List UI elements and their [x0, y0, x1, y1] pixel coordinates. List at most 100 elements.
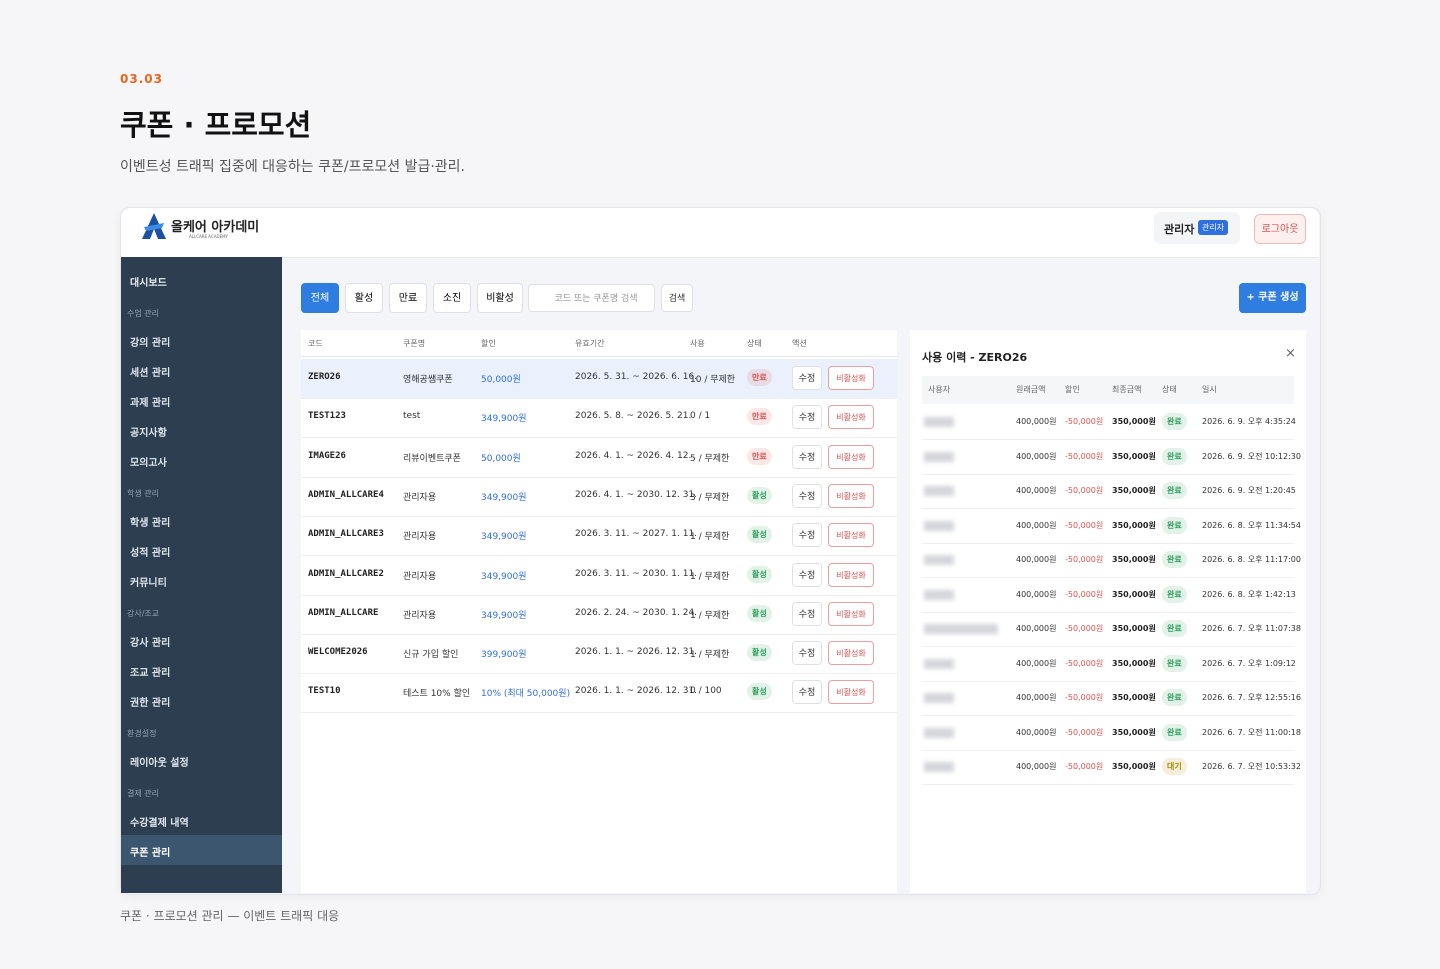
status-badge: 대기: [1162, 758, 1187, 775]
coupon-period: 2026. 4. 1. ~ 2026. 4. 12.: [575, 450, 692, 461]
blurred-user: [924, 624, 998, 634]
coupon-discount: 349,900원: [481, 571, 527, 582]
row-line: [301, 673, 897, 675]
sidebar-item[interactable]: 쿠폰 관리: [130, 848, 171, 859]
deactivate-button[interactable]: 비활성화: [828, 562, 874, 587]
edit-button[interactable]: 수정: [792, 601, 822, 626]
original-amount: 400,000원: [1016, 589, 1057, 599]
filter-button[interactable]: 전체: [301, 283, 339, 313]
discount-amount: -50,000원: [1065, 762, 1104, 771]
deactivate-button[interactable]: 비활성화: [828, 641, 874, 666]
sidebar-item[interactable]: 조교 관리: [130, 668, 171, 679]
column-header: 최종금액: [1112, 385, 1142, 394]
sidebar-item[interactable]: 수강결제 내역: [130, 818, 189, 829]
header-line: [301, 356, 897, 357]
filter-button[interactable]: 소진: [433, 283, 471, 313]
coupon-discount: 349,900원: [481, 610, 527, 621]
sidebar-item[interactable]: 강의 관리: [130, 338, 171, 349]
coupon-period: 2026. 5. 31. ~ 2026. 6. 16.: [575, 372, 698, 382]
used-at: 2026. 6. 9. 오후 4:35:24: [1202, 417, 1296, 426]
status-badge: 만료: [747, 447, 772, 465]
discount-amount: -50,000원: [1065, 658, 1104, 668]
edit-button[interactable]: 수정: [792, 483, 822, 508]
top-bar: [121, 208, 1319, 258]
used-at: 2026. 6. 8. 오후 11:17:00: [1202, 555, 1301, 564]
sidebar-item[interactable]: 대시보드: [130, 278, 167, 289]
sidebar-item[interactable]: 학생 관리: [130, 518, 171, 529]
coupon-usage: 1 / 무제한: [690, 650, 730, 661]
status-badge: 만료: [747, 408, 772, 426]
sidebar-item[interactable]: 과제 관리: [130, 398, 171, 409]
edit-button[interactable]: 수정: [792, 523, 822, 548]
create-button[interactable]: + 쿠폰 생성: [1239, 283, 1306, 313]
status-badge: 완료: [1162, 516, 1187, 534]
coupon-code: TEST123: [308, 411, 346, 422]
row-line: [922, 784, 1294, 785]
filter-button[interactable]: 활성: [345, 283, 383, 313]
edit-button[interactable]: 수정: [792, 680, 822, 705]
edit-button[interactable]: 수정: [792, 366, 822, 390]
column-header: 쿠폰명: [403, 339, 426, 348]
blurred-user: [924, 451, 954, 462]
row-line: [301, 476, 897, 478]
row-line: [301, 398, 897, 399]
sidebar-item[interactable]: 강사 관리: [130, 638, 171, 649]
status-badge: 완료: [1162, 551, 1187, 568]
column-header: 할인: [1065, 385, 1080, 394]
row-line: [922, 680, 1294, 682]
blurred-user: [924, 417, 954, 427]
status-badge: 활성: [747, 565, 772, 583]
sidebar-item[interactable]: 커뮤니티: [130, 578, 167, 589]
final-amount: 350,000원: [1112, 520, 1156, 530]
edit-button[interactable]: 수정: [792, 405, 822, 430]
original-amount: 400,000원: [1016, 555, 1057, 564]
page-title: 쿠폰 · 프로모션: [120, 108, 312, 142]
coupon-usage: 10 / 무제한: [690, 375, 736, 385]
coupon-period: 2026. 3. 11. ~ 2030. 1. 11.: [575, 568, 698, 579]
row-line: [922, 508, 1294, 509]
coupon-code: TEST10: [308, 686, 341, 697]
deactivate-button[interactable]: 비활성화: [828, 366, 874, 390]
search-input[interactable]: 코드 또는 쿠폰명 검색: [528, 284, 655, 312]
original-amount: 400,000원: [1016, 486, 1057, 495]
edit-button[interactable]: 수정: [792, 641, 822, 666]
deactivate-button[interactable]: 비활성화: [828, 680, 874, 705]
discount-amount: -50,000원: [1065, 727, 1104, 737]
status-badge: 완료: [1162, 482, 1187, 499]
sidebar-group-title: 환경설정: [127, 729, 157, 738]
filter-button[interactable]: 비활성: [477, 283, 523, 313]
deactivate-button[interactable]: 비활성화: [828, 601, 874, 626]
coupon-code: ADMIN_ALLCARE4: [308, 489, 384, 500]
history-close[interactable]: ×: [1285, 346, 1296, 361]
deactivate-button[interactable]: 비활성화: [828, 523, 874, 548]
coupon-code: IMAGE26: [308, 450, 346, 461]
logout-button[interactable]: 로그아웃: [1254, 214, 1306, 244]
coupon-usage: 0 / 100: [690, 686, 722, 697]
used-at: 2026. 6. 7. 오후 12:55:16: [1202, 693, 1301, 702]
sidebar-item[interactable]: 모의고사: [130, 458, 167, 469]
sidebar-item[interactable]: 레이아웃 설정: [130, 758, 189, 769]
sidebar-item[interactable]: 세션 관리: [130, 368, 171, 379]
discount-amount: -50,000원: [1065, 451, 1104, 461]
deactivate-button[interactable]: 비활성화: [828, 444, 874, 469]
coupon-usage: 0 / 1: [690, 411, 711, 422]
blurred-user: [924, 589, 954, 600]
original-amount: 400,000원: [1016, 417, 1057, 426]
status-badge: 완료: [1162, 620, 1187, 637]
column-header: 사용자: [928, 385, 951, 394]
edit-button[interactable]: 수정: [792, 562, 822, 587]
sidebar-item[interactable]: 공지사항: [130, 428, 167, 439]
sidebar-item[interactable]: 권한 관리: [130, 698, 171, 709]
sidebar-item[interactable]: 성적 관리: [130, 548, 171, 559]
coupon-usage: 3 / 무제한: [690, 492, 730, 503]
logo-icon: [142, 213, 166, 239]
filter-button[interactable]: 만료: [389, 283, 427, 313]
deactivate-button[interactable]: 비활성화: [828, 483, 874, 508]
sidebar-group-title: 수업 관리: [127, 309, 159, 318]
search-button[interactable]: 검색: [661, 284, 693, 312]
status-badge: 활성: [747, 683, 772, 701]
user-name: 관리자: [1164, 223, 1195, 236]
edit-button[interactable]: 수정: [792, 444, 822, 469]
deactivate-button[interactable]: 비활성화: [828, 405, 874, 430]
